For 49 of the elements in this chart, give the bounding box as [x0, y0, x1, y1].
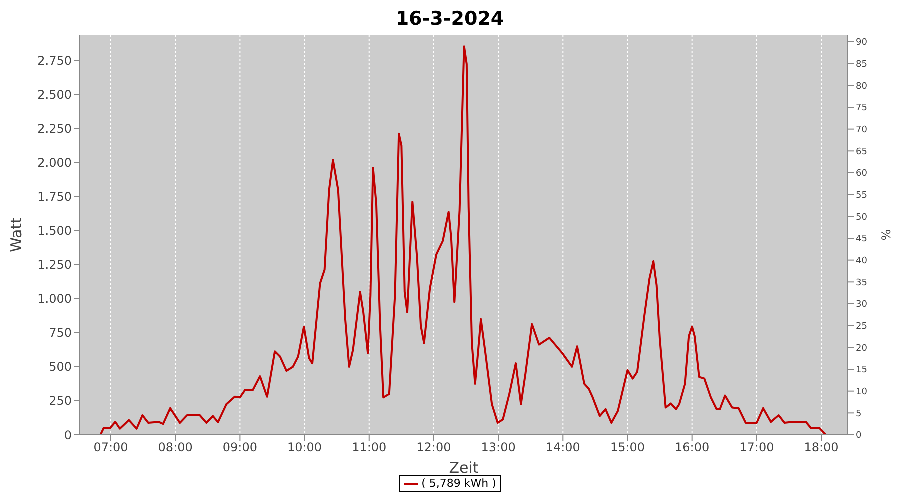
y-tick-label: 2.750	[38, 54, 72, 68]
y2-tick-label: 60	[856, 169, 868, 180]
x-tick-label: 11:00	[352, 440, 387, 455]
y-tick-label: 500	[49, 360, 72, 374]
y2-tick-label: 20	[856, 344, 868, 354]
y-axis-title: Watt	[7, 217, 26, 252]
y-tick-label: 1.250	[38, 258, 72, 272]
x-tick-label: 17:00	[740, 440, 774, 455]
x-tick-label: 08:00	[158, 440, 193, 455]
y2-tick-label: 85	[856, 60, 868, 70]
y-tick-label: 1.000	[38, 292, 72, 306]
y2-tick-label: 80	[856, 82, 868, 92]
x-tick-label: 18:00	[804, 440, 839, 455]
chart-title: 16-3-2024	[394, 8, 506, 32]
y-tick-label: 2.250	[38, 122, 72, 136]
y2-tick-label: 40	[856, 256, 868, 267]
x-tick-label: 09:00	[222, 440, 258, 455]
y2-tick-label: 70	[856, 126, 868, 136]
x-axis-title: Zeit	[449, 459, 479, 477]
legend-label: ( 5,789 kWh )	[420, 477, 496, 490]
y-tick-label: 2.500	[38, 88, 72, 102]
x-tick-label: 15:00	[610, 440, 646, 455]
y2-tick-label: 50	[856, 212, 868, 223]
y-tick-label: 0	[64, 428, 72, 442]
line-series	[92, 46, 834, 435]
y2-tick-label: 55	[856, 191, 868, 202]
y2-tick-label: 90	[856, 38, 868, 48]
y2-tick-label: 75	[856, 104, 868, 114]
x-tick-label: 10:00	[287, 440, 322, 455]
y2-tick-label: 45	[856, 234, 868, 245]
x-tick-label: 16:00	[675, 440, 710, 455]
y-tick-label: 250	[49, 394, 72, 408]
y2-tick-label: 5	[856, 409, 862, 420]
y-tick-label: 750	[49, 326, 72, 340]
y-tick-label: 1.500	[38, 224, 72, 238]
y2-tick-label: 65	[856, 147, 868, 158]
y2-tick-label: 35	[856, 278, 868, 288]
y2-axis-title: %	[879, 229, 894, 241]
x-tick-label: 07:00	[94, 440, 128, 455]
y2-tick-label: 10	[856, 388, 868, 398]
y2-tick-label: 25	[856, 322, 868, 332]
y2-tick-label: 0	[856, 431, 862, 442]
y2-tick-label: 30	[856, 300, 868, 310]
y-tick-label: 1.750	[38, 190, 72, 204]
x-tick-label: 14:00	[546, 440, 580, 455]
x-tick-label: 12:00	[416, 440, 452, 455]
x-tick-label: 13:00	[481, 440, 516, 455]
y2-tick-label: 15	[856, 366, 868, 376]
y-tick-label: 2.000	[38, 156, 72, 170]
